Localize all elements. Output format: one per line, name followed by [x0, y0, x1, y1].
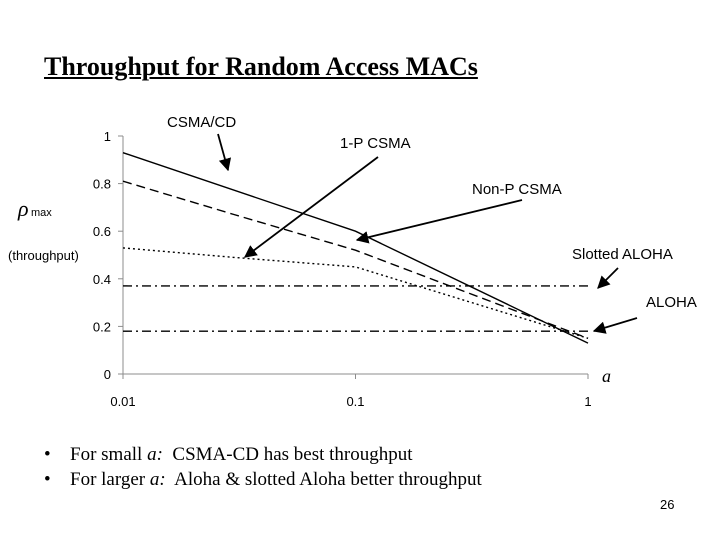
slide-title: Throughput for Random Access MACs: [44, 52, 478, 81]
bullet-text: CSMA-CD has best throughput: [162, 444, 413, 465]
bullet-list: • For small a: CSMA-CD has best throughpu…: [44, 442, 482, 492]
bullet-item-2: • For larger a: Aloha & slotted Aloha bet…: [44, 467, 482, 492]
bullet-prefix: For larger: [70, 469, 150, 490]
y-axis-label: ρ max (throughput): [8, 196, 79, 263]
y-label-throughput: (throughput): [8, 248, 79, 263]
bullet-text: Aloha & slotted Aloha better throughput: [165, 469, 482, 490]
bullet-item-1: • For small a: CSMA-CD has best throughpu…: [44, 442, 482, 467]
annotation-arrow-non-p-csma: [355, 199, 523, 244]
y-tick-label: 0.2: [93, 319, 111, 334]
bullet-glyph: •: [44, 444, 51, 465]
x-axis-label: a: [602, 366, 611, 386]
series-line-1-p-csma: [122, 180, 589, 339]
y-tick-label: 0: [104, 367, 111, 382]
series-line-csma-cd: [122, 152, 589, 344]
annotation-label-1-p-csma: 1-P CSMA: [340, 135, 411, 152]
y-tick-label: 0.4: [93, 272, 111, 287]
y-label-max: max: [31, 207, 52, 219]
bullet-glyph: •: [44, 469, 51, 490]
annotation-label-csma-cd: CSMA/CD: [167, 114, 236, 131]
annotation-arrow-slotted-aloha: [597, 267, 619, 289]
x-tick-label: 1: [584, 394, 591, 409]
bullet-variable: a:: [149, 469, 166, 490]
annotations: CSMA/CD 1-P CSMA Non-P CSMA Slotted ALOHA AL…: [167, 114, 697, 334]
y-tick-label: 0.6: [93, 224, 111, 239]
axes: 0 0.2 0.4 0.6 0.8 1 0.01 0.1 1: [93, 129, 592, 409]
series-line-non-p-csma: [122, 247, 589, 339]
y-label-rho: ρ: [17, 196, 29, 221]
x-tick-label: 0.01: [110, 394, 135, 409]
annotation-arrow-1-p-csma: [243, 156, 379, 258]
x-tick-label: 0.1: [346, 394, 364, 409]
bullet-variable: a:: [147, 444, 163, 465]
bullet-prefix: For small: [70, 444, 148, 465]
annotation-arrow-csma-cd: [217, 133, 232, 172]
annotation-arrow-aloha: [592, 317, 638, 334]
series-lines: [122, 152, 589, 344]
y-tick-label: 1: [104, 129, 111, 144]
annotation-label-aloha: ALOHA: [646, 294, 697, 311]
annotation-label-slotted-aloha: Slotted ALOHA: [572, 246, 673, 263]
annotation-label-non-p-csma: Non-P CSMA: [472, 181, 562, 198]
page-number: 26: [660, 497, 675, 512]
y-tick-label: 0.8: [93, 177, 111, 192]
